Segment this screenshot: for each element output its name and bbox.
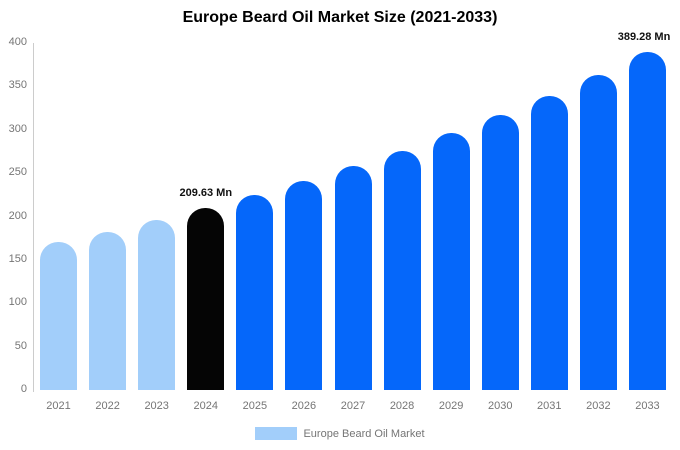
bar-2027[interactable]	[334, 166, 372, 390]
plot-area: 0 50 100 150 200 250 300 350 400 2021 2022 2023 2024…	[8, 31, 671, 412]
x-tick-label: 2026	[291, 400, 317, 412]
x-tick-label: 2033	[635, 400, 660, 412]
y-tick-label: 300	[8, 122, 27, 135]
x-tick-label: 2024	[193, 400, 218, 412]
y-tick-label: 100	[8, 296, 27, 309]
y-axis-line	[33, 43, 34, 392]
x-tick-label: 2022	[95, 400, 120, 412]
y-tick-label: 200	[8, 209, 27, 222]
bar-value-label-2024: 209.63 Mn	[179, 187, 233, 200]
x-tick-label: 2031	[537, 400, 562, 412]
bar-2028[interactable]	[383, 150, 421, 390]
bar-2030[interactable]	[481, 115, 519, 390]
x-tick-label: 2027	[340, 400, 366, 412]
x-tick-label: 2032	[586, 400, 611, 412]
bar-2033[interactable]	[628, 52, 666, 390]
x-tick-label: 2029	[438, 400, 464, 412]
bar-2022[interactable]	[89, 231, 127, 390]
bar-2024[interactable]	[187, 208, 225, 390]
legend-label: Europe Beard Oil Market	[303, 427, 425, 440]
bar-value-label-2033: 389.28 Mn	[617, 31, 671, 44]
legend-item-europe-beard-oil-market[interactable]: Europe Beard Oil Market	[0, 427, 680, 440]
y-tick-label: 350	[8, 79, 27, 92]
y-tick-label: 250	[8, 166, 27, 179]
bar-2026[interactable]	[285, 181, 323, 390]
y-tick-label: 400	[8, 36, 27, 48]
y-tick-label: 150	[8, 252, 27, 265]
x-tick-label: 2030	[487, 400, 513, 412]
y-tick-label: 0	[20, 383, 27, 395]
y-tick-label: 50	[14, 339, 27, 352]
bar-2025[interactable]	[236, 195, 274, 390]
bar-2023[interactable]	[138, 220, 176, 390]
bar-2031[interactable]	[530, 95, 568, 390]
x-tick-label: 2023	[144, 400, 169, 412]
x-tick-label: 2021	[46, 400, 71, 412]
x-tick-label: 2025	[242, 400, 268, 412]
bar-2032[interactable]	[579, 74, 617, 390]
bar-2029[interactable]	[432, 133, 470, 390]
legend-swatch	[255, 427, 298, 440]
x-tick-label: 2028	[389, 400, 415, 412]
bar-2021[interactable]	[40, 242, 78, 390]
chart-title: Europe Beard Oil Market Size (2021-2033)	[182, 9, 498, 26]
